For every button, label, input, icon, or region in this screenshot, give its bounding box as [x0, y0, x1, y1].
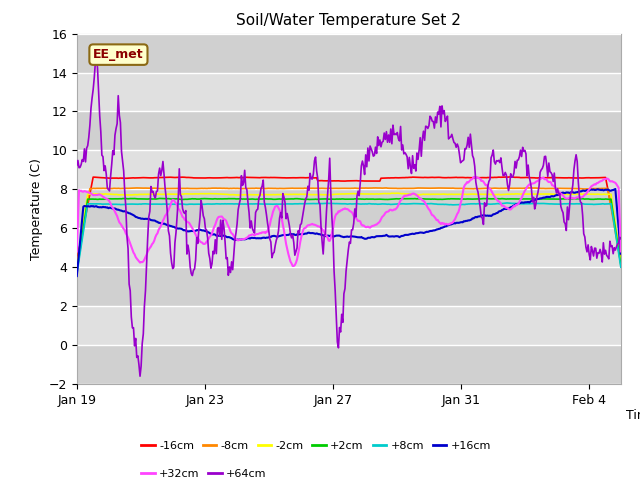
+8cm: [332, 201, 339, 206]
+64cm: [333, 339, 341, 345]
Bar: [77, 345, 621, 384]
-2cm: [520, 191, 527, 197]
+64cm: [399, 142, 406, 148]
-8cm: [73, 261, 81, 266]
Line: -8cm: -8cm: [77, 188, 621, 264]
Line: +8cm: +8cm: [77, 203, 621, 274]
-2cm: [617, 259, 625, 265]
-16cm: [335, 178, 342, 184]
-8cm: [527, 185, 534, 191]
+16cm: [617, 251, 625, 257]
+32cm: [332, 211, 340, 217]
Line: +32cm: +32cm: [77, 177, 621, 266]
Line: +2cm: +2cm: [77, 198, 621, 272]
+32cm: [472, 174, 479, 180]
+32cm: [521, 188, 529, 193]
+8cm: [520, 201, 527, 207]
+64cm: [369, 153, 377, 159]
+2cm: [73, 269, 81, 275]
Line: -16cm: -16cm: [77, 177, 621, 261]
-2cm: [335, 191, 342, 197]
Text: Time: Time: [626, 408, 640, 421]
-2cm: [332, 192, 339, 197]
Text: EE_met: EE_met: [93, 48, 144, 61]
Line: -2cm: -2cm: [77, 193, 621, 270]
+32cm: [369, 223, 376, 229]
Bar: [77, 306, 621, 345]
Bar: [77, 150, 621, 189]
-2cm: [394, 190, 401, 196]
+64cm: [617, 236, 625, 241]
Line: +16cm: +16cm: [77, 189, 621, 276]
-2cm: [367, 191, 375, 197]
+2cm: [605, 196, 612, 202]
Bar: [77, 267, 621, 306]
-8cm: [519, 185, 527, 191]
-8cm: [605, 192, 612, 197]
+2cm: [336, 196, 344, 202]
+16cm: [335, 233, 342, 239]
+2cm: [156, 195, 163, 201]
-2cm: [73, 267, 81, 273]
+8cm: [335, 201, 342, 206]
+2cm: [617, 262, 625, 268]
-8cm: [367, 185, 375, 191]
+64cm: [521, 147, 529, 153]
-16cm: [506, 174, 513, 180]
+2cm: [520, 196, 527, 202]
-16cm: [520, 175, 527, 180]
-16cm: [617, 252, 625, 258]
-16cm: [367, 178, 375, 184]
Bar: [77, 189, 621, 228]
+64cm: [93, 53, 100, 59]
-2cm: [398, 191, 406, 197]
+16cm: [73, 273, 81, 279]
+64cm: [73, 162, 81, 168]
+2cm: [398, 196, 406, 202]
+8cm: [367, 201, 375, 207]
-8cm: [332, 185, 339, 191]
+64cm: [606, 239, 614, 244]
-16cm: [73, 258, 81, 264]
Bar: [77, 72, 621, 111]
-16cm: [605, 191, 612, 197]
+32cm: [336, 209, 344, 215]
+32cm: [398, 197, 406, 203]
Legend: +32cm, +64cm: +32cm, +64cm: [137, 465, 271, 480]
-16cm: [397, 175, 404, 180]
+32cm: [617, 249, 625, 254]
+32cm: [290, 263, 298, 269]
+64cm: [136, 373, 144, 379]
+2cm: [369, 196, 376, 202]
+16cm: [397, 234, 404, 240]
Bar: [77, 34, 621, 72]
-8cm: [397, 186, 404, 192]
+16cm: [367, 234, 375, 240]
+16cm: [332, 233, 339, 239]
-8cm: [335, 186, 342, 192]
+8cm: [605, 201, 612, 207]
+8cm: [397, 201, 404, 207]
+8cm: [73, 271, 81, 277]
Y-axis label: Temperature (C): Temperature (C): [30, 158, 43, 260]
+16cm: [611, 186, 619, 192]
-8cm: [617, 261, 625, 266]
Bar: [77, 228, 621, 267]
-2cm: [605, 192, 612, 197]
+32cm: [73, 249, 81, 254]
Line: +64cm: +64cm: [77, 56, 621, 376]
-16cm: [332, 178, 339, 184]
+16cm: [604, 187, 612, 192]
Title: Soil/Water Temperature Set 2: Soil/Water Temperature Set 2: [236, 13, 461, 28]
Bar: [77, 111, 621, 150]
+16cm: [519, 200, 527, 205]
+32cm: [606, 179, 614, 184]
+8cm: [504, 200, 511, 206]
+64cm: [337, 329, 344, 335]
+8cm: [617, 264, 625, 270]
+2cm: [332, 196, 340, 202]
